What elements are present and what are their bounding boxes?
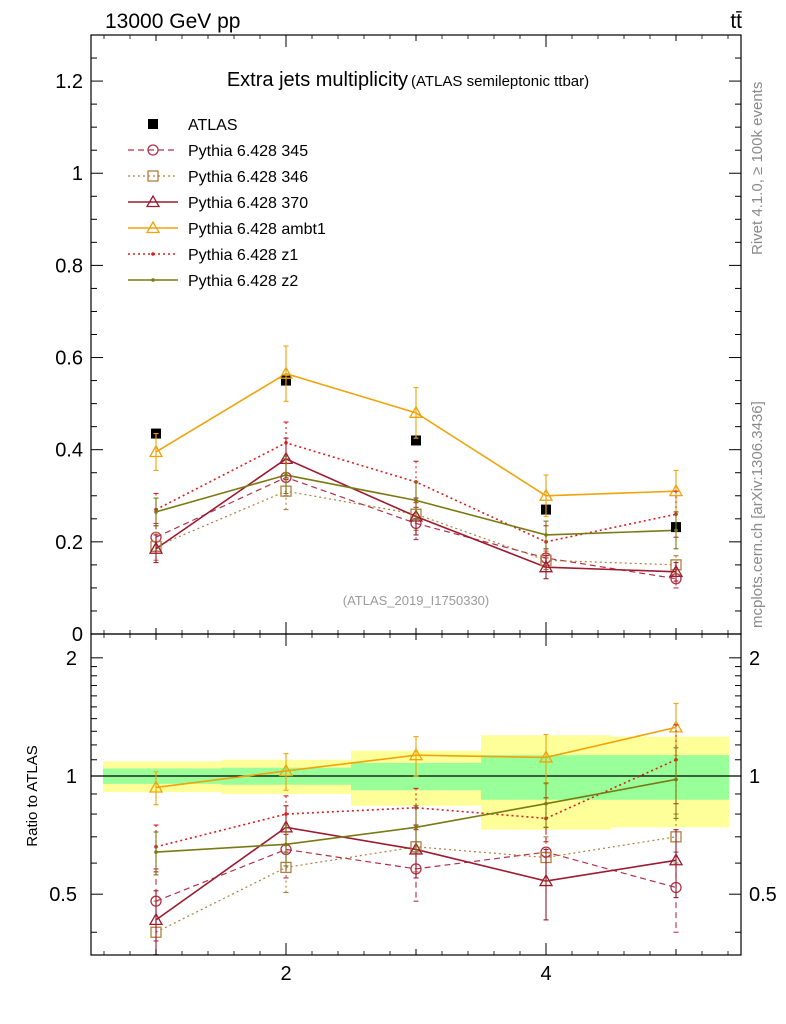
- ratio-y-tick-label-right: 1: [749, 766, 760, 788]
- ratio-point-p370: [408, 842, 424, 855]
- legend-entry-p345: Pythia 6.428 345: [128, 143, 308, 160]
- ratio-point-z2: [414, 825, 418, 830]
- legend-marker: [145, 194, 161, 208]
- ratio-y-tick-label: 0.5: [49, 884, 77, 906]
- legend-label: Pythia 6.428 345: [188, 143, 308, 160]
- legend-entry-p346: Pythia 6.428 346: [128, 169, 308, 186]
- ratio-point-ambt1: [148, 780, 164, 793]
- energy-label: 13000 GeV pp: [105, 10, 240, 33]
- process-label: tt̄: [730, 10, 742, 33]
- main-series-markers: [148, 345, 684, 589]
- legend-marker: [151, 252, 155, 256]
- legend-entry-atlas: ATLAS: [148, 117, 238, 134]
- legend-marker: [151, 278, 155, 282]
- main-point-p370: [538, 559, 554, 573]
- main-point-ambt1: [408, 405, 424, 418]
- legend-entry-z2: Pythia 6.428 z2: [128, 273, 298, 290]
- rivet-label: Rivet 4.1.0, ≥ 100k events: [749, 82, 766, 255]
- legend-label: Pythia 6.428 ambt1: [188, 221, 326, 238]
- legend-marker: [148, 119, 158, 129]
- ratio-point-p370: [538, 873, 554, 887]
- chart-subtitle: (ATLAS semileptonic ttbar): [411, 73, 589, 90]
- ratio-series-markers: [148, 702, 684, 956]
- analysis-id: (ATLAS_2019_I1750330): [343, 593, 489, 608]
- main-point-z2: [284, 473, 288, 477]
- x-tick-label: 2: [280, 963, 291, 985]
- main-y-tick-label: 0.8: [55, 255, 83, 277]
- legend-marker: [147, 144, 159, 156]
- main-point-z2: [414, 498, 418, 503]
- legend-marker: [147, 170, 159, 182]
- main-point-p370: [148, 541, 164, 554]
- main-y-tick-label: 0.2: [55, 532, 83, 554]
- main-point-p370: [668, 564, 684, 577]
- legend-label: Pythia 6.428 346: [188, 169, 308, 186]
- legend-label: Pythia 6.428 z2: [188, 273, 298, 290]
- ratio-point-z1: [284, 812, 288, 816]
- legend-label: ATLAS: [188, 117, 238, 134]
- ratio-point-z2: [674, 777, 678, 782]
- main-point-ambt1: [668, 483, 684, 497]
- ratio-point-z2: [154, 850, 158, 854]
- ratio-y-tick-label: 2: [66, 648, 77, 670]
- ratio-point-z2: [284, 842, 288, 847]
- main-point-z1: [284, 440, 288, 445]
- mcplots-label: mcplots.cern.ch [arXiv:1306.3436]: [749, 401, 766, 628]
- ratio-point-z2: [544, 801, 548, 806]
- ratio-point-p370: [148, 912, 164, 926]
- legend-entry-ambt1: Pythia 6.428 ambt1: [128, 220, 326, 238]
- ratio-point-ambt1: [668, 720, 684, 733]
- x-tick-label: 4: [540, 963, 551, 985]
- ratio-y-tick-label-right: 0.5: [749, 884, 777, 906]
- legend-entry-p370: Pythia 6.428 370: [128, 194, 308, 212]
- legend-marker: [145, 220, 161, 234]
- main-y-tick-label: 1.2: [55, 71, 83, 93]
- main-point-p370: [408, 509, 424, 522]
- main-y-tick-label: 1: [72, 163, 83, 185]
- legend: ATLAS Pythia 6.428 345 Pythia 6.428 346 Pyt…: [128, 117, 326, 290]
- ratio-point-ambt1: [538, 750, 554, 763]
- ratio-y-label: Ratio to ATLAS: [24, 745, 41, 846]
- main-y-tick-label: 0: [72, 624, 83, 646]
- main-point-ambt1: [148, 444, 164, 458]
- legend-label: Pythia 6.428 370: [188, 195, 308, 212]
- main-y-tick-label: 0.4: [55, 440, 83, 462]
- main-point-atlas: [411, 435, 421, 446]
- ratio-y-tick-label-right: 2: [749, 648, 760, 670]
- ratio-point-p370: [668, 852, 684, 866]
- main-point-z2: [154, 510, 158, 514]
- chart-title: Extra jets multiplicity: [227, 69, 408, 91]
- main-point-ambt1: [278, 366, 294, 379]
- main-point-z2: [544, 533, 548, 537]
- axis-ticks: 0 0.2 0.4 0.6 0.8 1 1.2 0.5 0.5 1 1 2 2 2 4: [49, 34, 777, 985]
- legend-label: Pythia 6.428 z1: [188, 247, 298, 264]
- main-point-z2: [674, 528, 678, 533]
- ratio-y-tick-label: 1: [66, 766, 77, 788]
- ratio-point-ambt1: [278, 763, 294, 777]
- ratio-point-ambt1: [408, 747, 424, 761]
- main-y-tick-label: 0.6: [55, 348, 83, 370]
- main-point-ambt1: [538, 488, 554, 501]
- legend-entry-z1: Pythia 6.428 z1: [128, 247, 298, 264]
